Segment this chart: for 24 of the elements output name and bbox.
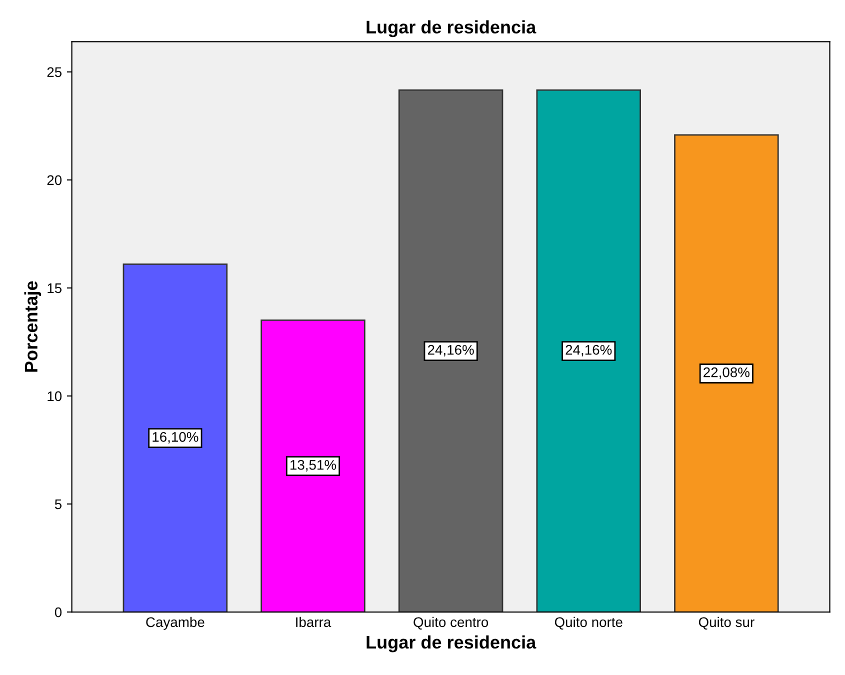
y-tick-label: 5 <box>54 499 62 510</box>
data-label: 16,10% <box>152 432 198 444</box>
x-tick-label: Ibarra <box>296 616 332 628</box>
data-label: 22,08% <box>704 367 750 379</box>
x-axis-title: Lugar de residencia <box>366 635 536 652</box>
y-tick-label: 25 <box>47 67 62 78</box>
y-tick-label: 20 <box>47 175 62 186</box>
bar <box>398 89 504 612</box>
y-tick-label: 0 <box>54 607 62 618</box>
x-tick-label: Quito centro <box>414 616 488 630</box>
y-tick-label: 15 <box>48 283 62 294</box>
data-label: 24,16% <box>428 344 474 356</box>
x-tick-label: Quito sur <box>698 616 754 630</box>
y-tick-label: 10 <box>48 391 62 402</box>
chart-title: Lugar de residencia <box>366 20 536 38</box>
data-label: 13,51% <box>290 460 336 472</box>
bar <box>674 134 779 612</box>
x-tick-label: Cayambe <box>146 616 204 630</box>
bar <box>260 319 366 612</box>
x-tick-label: Quito norte <box>554 616 622 630</box>
bar <box>122 263 228 612</box>
bar <box>536 89 641 612</box>
y-axis-title: Porcentaje <box>24 281 42 372</box>
data-label: 24,16% <box>566 344 612 356</box>
